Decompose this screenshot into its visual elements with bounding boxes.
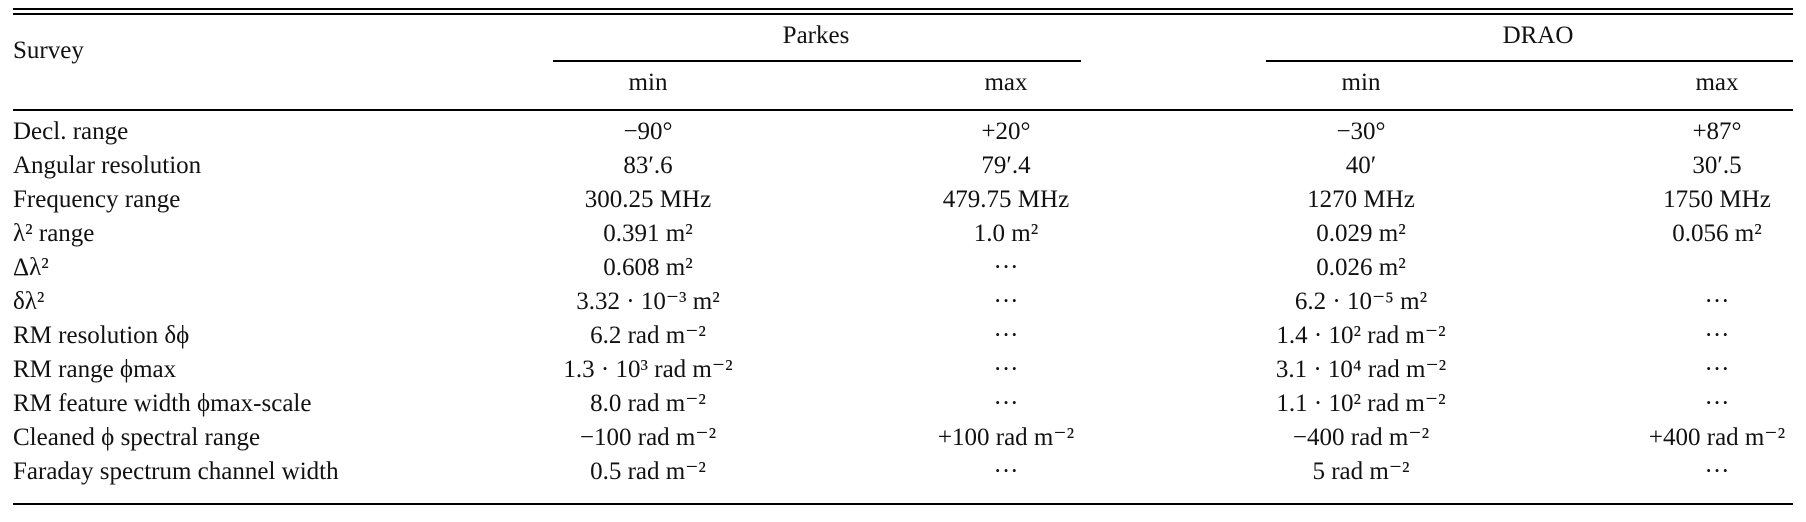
table-cell: ··· [993, 458, 1019, 485]
table-cell: 40′ [1345, 152, 1377, 179]
bottom-rule [13, 503, 1793, 505]
table-cell: +100 rad m⁻² [937, 424, 1075, 451]
table-cell: 3.1 · 10⁴ rad m⁻² [1275, 356, 1447, 383]
table-cell: 0.029 m² [1316, 220, 1406, 247]
table-cell: 6.2 rad m⁻² [590, 322, 706, 349]
col-header-drao-min: min [1341, 69, 1381, 96]
row-label: RM range ϕmax [13, 356, 177, 383]
top-rule-1 [13, 8, 1793, 10]
header-bottom-rule [13, 109, 1793, 111]
table-cell: ··· [1704, 322, 1730, 349]
table-cell: 83′.6 [623, 152, 673, 179]
survey-header: Survey [13, 37, 84, 64]
drao-group-header: DRAO [1502, 22, 1574, 49]
table-cell: ··· [1704, 288, 1730, 315]
table-cell: ··· [1704, 356, 1730, 383]
row-label: Δλ² [13, 254, 49, 281]
table-cell: 3.32 · 10⁻³ m² [576, 288, 720, 315]
col-header-parkes-max: max [984, 69, 1028, 96]
table-cell: 300.25 MHz [584, 186, 712, 213]
col-header-drao-max: max [1695, 69, 1739, 96]
table-cell: ··· [993, 356, 1019, 383]
table-cell: 1.4 · 10² rad m⁻² [1276, 322, 1446, 349]
table-cell: 6.2 · 10⁻⁵ m² [1294, 288, 1428, 315]
row-label: Decl. range [13, 118, 129, 145]
row-label: δλ² [13, 288, 45, 315]
drao-group-rule [1266, 60, 1793, 62]
row-label: RM resolution δϕ [13, 322, 190, 349]
table-cell: −400 rad m⁻² [1292, 424, 1430, 451]
top-rule-2 [13, 13, 1793, 15]
table-cell: 79′.4 [981, 152, 1031, 179]
table-cell: −90° [623, 118, 673, 145]
row-label: Cleaned ϕ spectral range [13, 424, 261, 451]
table-cell: 1.0 m² [973, 220, 1039, 247]
table-cell: 1.3 · 10³ rad m⁻² [563, 356, 733, 383]
table-cell: 1270 MHz [1307, 186, 1415, 213]
table-cell: +400 rad m⁻² [1648, 424, 1786, 451]
table-cell: 0.608 m² [603, 254, 693, 281]
row-label: Angular resolution [13, 152, 202, 179]
table-cell: ··· [1704, 390, 1730, 417]
parkes-group-header: Parkes [782, 22, 850, 49]
row-label: Frequency range [13, 186, 181, 213]
table-cell: 0.391 m² [603, 220, 693, 247]
table-cell: ··· [993, 288, 1019, 315]
table-cell: ··· [993, 390, 1019, 417]
table-cell: 30′.5 [1692, 152, 1742, 179]
table-cell: 479.75 MHz [942, 186, 1070, 213]
table-cell: 1.1 · 10² rad m⁻² [1276, 390, 1446, 417]
table-cell: 0.5 rad m⁻² [590, 458, 706, 485]
table-cell: −100 rad m⁻² [579, 424, 717, 451]
parkes-group-rule [553, 60, 1081, 62]
col-header-parkes-min: min [628, 69, 668, 96]
table-cell: ··· [1704, 458, 1730, 485]
table-cell: ··· [993, 322, 1019, 349]
table-cell: ··· [993, 254, 1019, 281]
table-cell: −30° [1336, 118, 1386, 145]
table-cell: 8.0 rad m⁻² [590, 390, 706, 417]
table-cell: 0.056 m² [1672, 220, 1762, 247]
table-cell: +87° [1692, 118, 1742, 145]
row-label: λ² range [13, 220, 95, 247]
row-label: RM feature width ϕmax-scale [13, 390, 312, 417]
row-label: Faraday spectrum channel width [13, 458, 339, 485]
table-cell: 5 rad m⁻² [1312, 458, 1410, 485]
table-cell: 0.026 m² [1316, 254, 1406, 281]
table-cell: 1750 MHz [1663, 186, 1771, 213]
table-cell: +20° [981, 118, 1031, 145]
